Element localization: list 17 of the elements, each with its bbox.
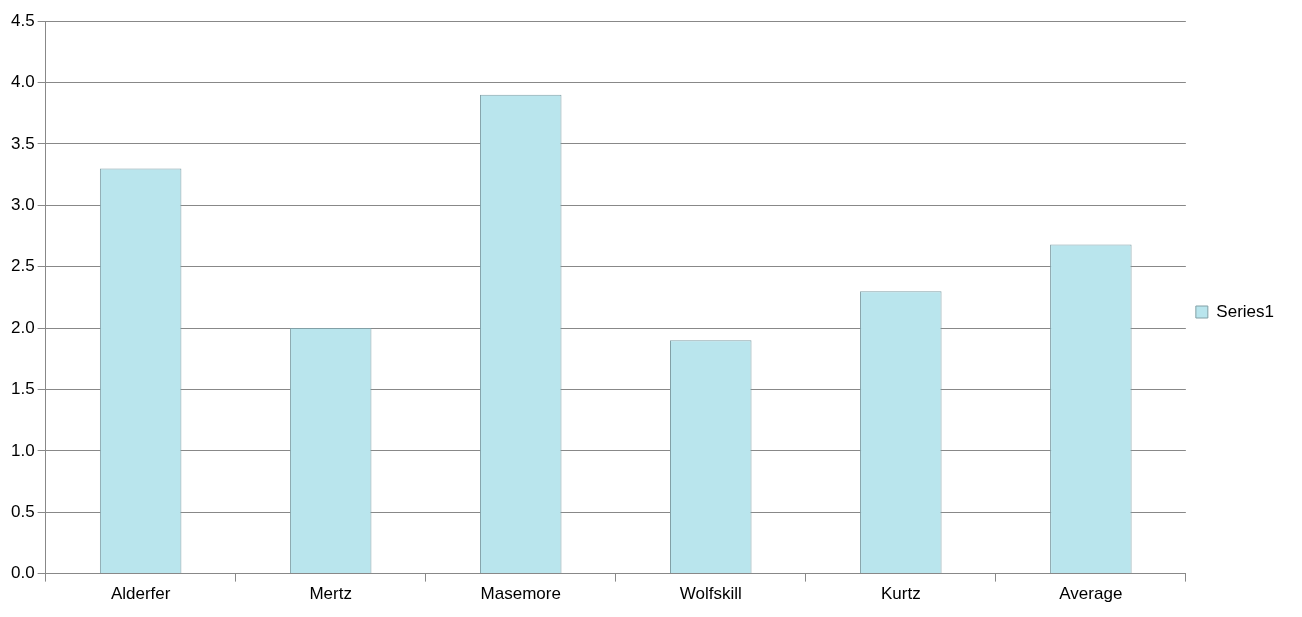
y-tick-label: 3.0 [10, 195, 35, 215]
y-tick-label: 3.5 [10, 133, 35, 153]
x-tick-label: Average [1059, 584, 1123, 604]
x-tick-label: Alderfer [110, 584, 171, 604]
y-tick-label: 0.0 [10, 563, 35, 583]
y-tick-label: 0.5 [10, 501, 35, 521]
x-tick-label: Kurtz [880, 584, 921, 604]
y-tick-label: 2.0 [10, 317, 35, 337]
y-tick-label: 1.5 [10, 379, 35, 399]
legend-label: Series1 [1216, 301, 1274, 321]
x-tick-label: Wolfskill [679, 584, 742, 604]
x-tick-label: Mertz [309, 584, 352, 604]
y-tick-label: 4.5 [10, 10, 35, 30]
y-tick-label: 1.0 [10, 440, 35, 460]
x-tick-label: Masemore [480, 584, 561, 604]
y-tick-label: 4.0 [10, 72, 35, 92]
y-tick-label: 2.5 [10, 256, 35, 276]
